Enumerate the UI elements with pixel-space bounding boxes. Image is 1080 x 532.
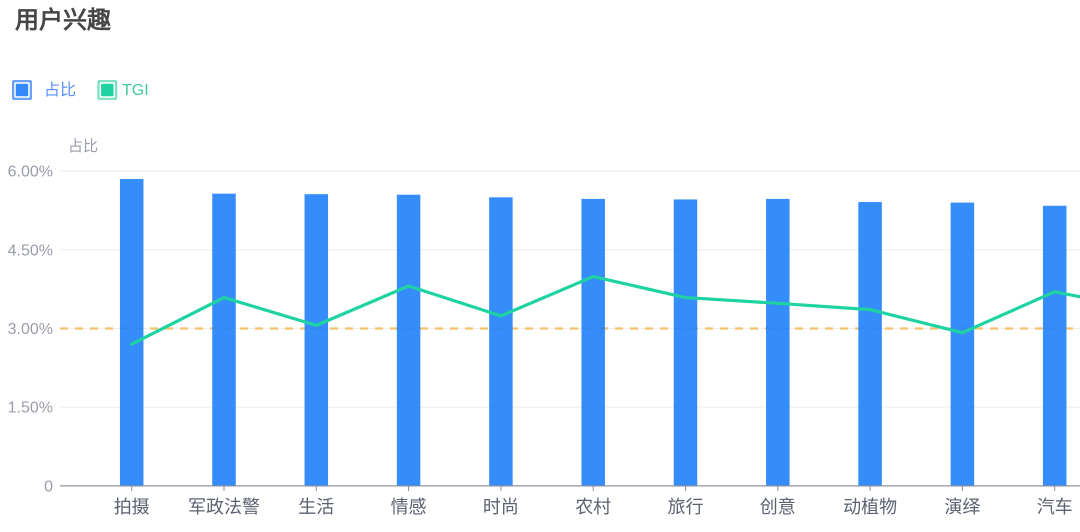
svg-text:时尚: 时尚 [483, 497, 519, 517]
svg-text:0: 0 [44, 478, 53, 495]
svg-text:3.00%: 3.00% [8, 321, 53, 338]
svg-text:用户兴趣: 用户兴趣 [15, 6, 112, 34]
svg-text:军政法警: 军政法警 [188, 497, 260, 517]
svg-text:情感: 情感 [391, 497, 427, 517]
svg-text:农村: 农村 [575, 497, 611, 517]
svg-text:4.50%: 4.50% [8, 242, 53, 259]
svg-text:演绎: 演绎 [944, 497, 980, 517]
svg-text:1.50%: 1.50% [8, 400, 53, 417]
svg-text:生活: 生活 [298, 497, 334, 517]
svg-text:旅行: 旅行 [668, 497, 704, 517]
svg-text:占比: 占比 [44, 81, 76, 99]
svg-text:占比: 占比 [68, 138, 98, 155]
svg-text:TGI: TGI [122, 82, 149, 99]
svg-text:创意: 创意 [760, 497, 796, 517]
svg-text:6.00%: 6.00% [8, 164, 53, 181]
svg-text:动植物: 动植物 [843, 497, 897, 517]
svg-text:拍摄: 拍摄 [114, 497, 150, 517]
svg-text:汽车: 汽车 [1037, 497, 1073, 517]
